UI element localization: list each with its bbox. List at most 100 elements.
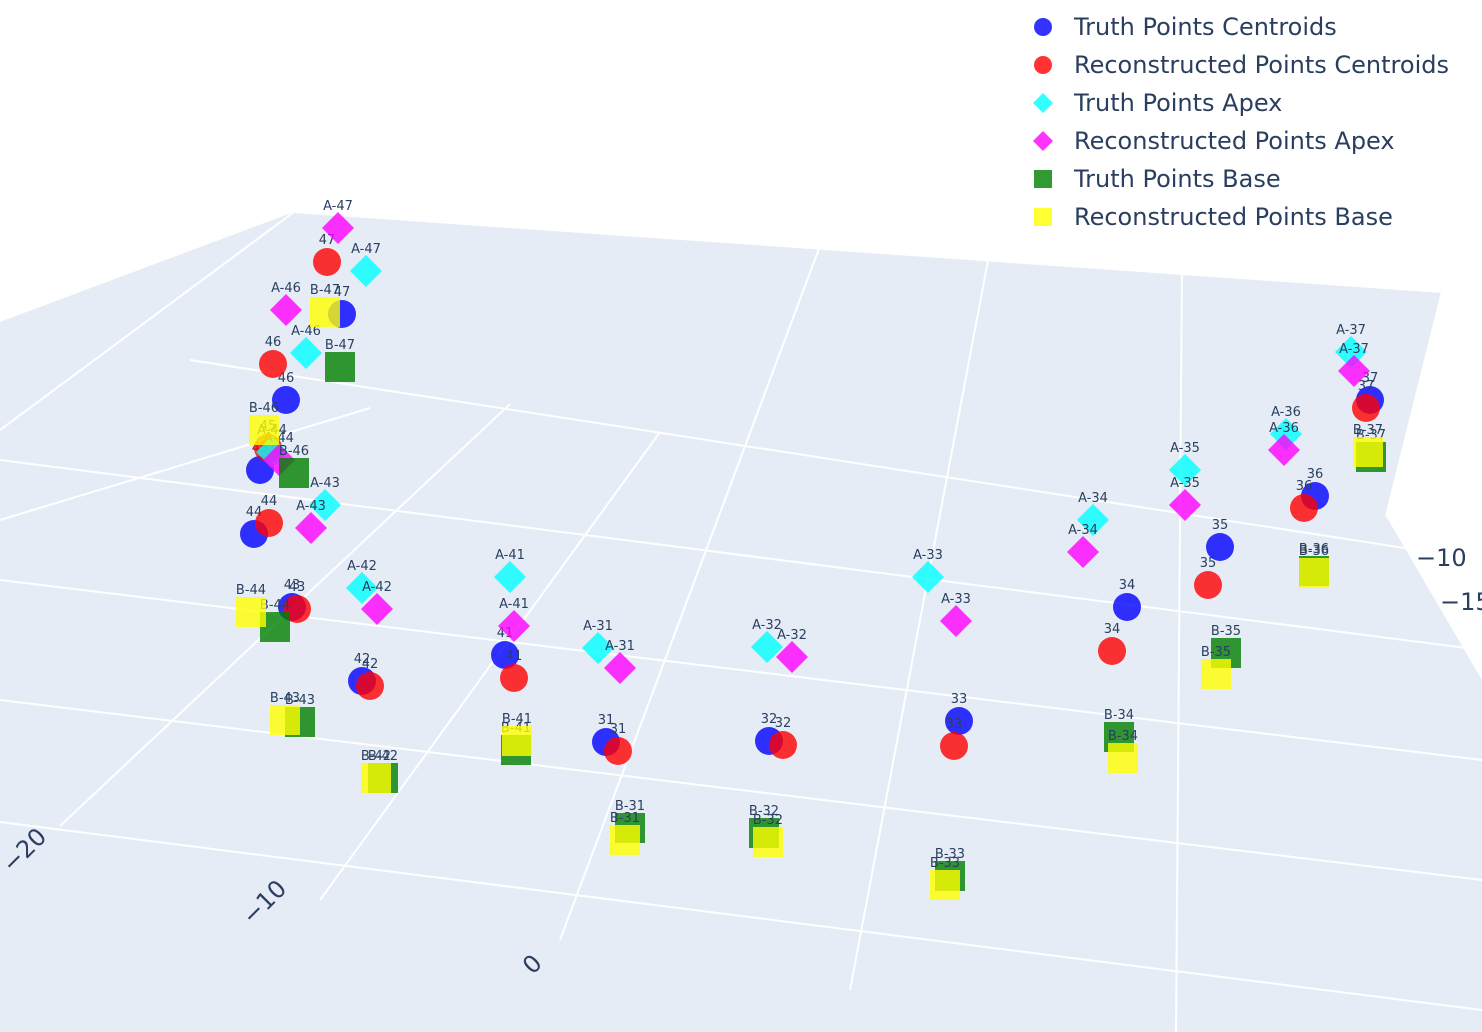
point-diamond[interactable] <box>582 632 614 664</box>
point-circle[interactable] <box>491 641 519 669</box>
point-label: B-32 <box>749 804 779 819</box>
legend-item[interactable]: Truth Points Centroids <box>1018 8 1449 46</box>
floor-panel <box>0 212 1482 1032</box>
grid-line <box>0 459 1482 651</box>
point-circle[interactable] <box>604 737 632 765</box>
point-label: B-41 <box>502 712 532 727</box>
point-label: B-34 <box>1104 708 1134 723</box>
series-6: B-47 B-46 B-44 B-43 B-42 B-41 B-31 B-32 B-33 B-34… <box>236 283 1383 900</box>
point-diamond[interactable] <box>346 572 378 604</box>
point-diamond[interactable] <box>498 610 530 642</box>
point-label: A-43 <box>310 476 340 491</box>
legend-square-icon <box>1018 168 1068 190</box>
point-diamond[interactable] <box>350 255 382 287</box>
point-square[interactable] <box>753 827 783 857</box>
point-diamond[interactable] <box>309 489 341 521</box>
point-square[interactable] <box>502 726 532 756</box>
point-diamond[interactable] <box>295 512 327 544</box>
point-label: 36 <box>1307 467 1324 482</box>
point-circle[interactable] <box>1098 637 1126 665</box>
point-square[interactable] <box>1201 659 1231 689</box>
point-circle[interactable] <box>1194 571 1222 599</box>
grid-line <box>849 249 991 991</box>
point-circle[interactable] <box>1290 494 1318 522</box>
point-label: 34 <box>1119 578 1136 593</box>
point-circle[interactable] <box>1352 394 1380 422</box>
point-diamond[interactable] <box>494 561 526 593</box>
point-square[interactable] <box>279 458 309 488</box>
point-diamond[interactable] <box>751 631 783 663</box>
legend-label: Truth Points Centroids <box>1074 13 1337 41</box>
point-diamond[interactable] <box>1169 454 1201 486</box>
point-label: A-33 <box>941 592 971 607</box>
point-circle[interactable] <box>500 664 528 692</box>
point-label: B-33 <box>935 847 965 862</box>
legend-item[interactable]: Reconstructed Points Apex <box>1018 122 1449 160</box>
point-label: A-35 <box>1170 476 1200 491</box>
point-label: B-31 <box>610 811 640 826</box>
point-circle[interactable] <box>255 509 283 537</box>
point-label: 47 <box>334 285 351 300</box>
point-diamond[interactable] <box>1067 536 1099 568</box>
point-diamond[interactable] <box>290 337 322 369</box>
point-square[interactable] <box>610 825 640 855</box>
legend-item[interactable]: Truth Points Base <box>1018 160 1449 198</box>
point-diamond[interactable] <box>1077 504 1109 536</box>
point-label: 32 <box>775 716 792 731</box>
point-circle[interactable] <box>313 248 341 276</box>
point-label: B-44 <box>260 598 290 613</box>
point-square[interactable] <box>236 597 266 627</box>
point-circle[interactable] <box>272 386 300 414</box>
point-square[interactable] <box>310 297 340 327</box>
legend-diamond-icon <box>1018 130 1068 152</box>
legend-item[interactable]: Reconstructed Points Centroids <box>1018 46 1449 84</box>
point-diamond[interactable] <box>361 593 393 625</box>
point-circle[interactable] <box>945 707 973 735</box>
series-2: 4746454443424131323334353637 <box>254 233 1380 765</box>
point-label: B-32 <box>753 813 783 828</box>
legend-label: Truth Points Apex <box>1074 89 1283 117</box>
data-points[interactable]: 4746454443424131323334353637474645444342… <box>236 199 1386 900</box>
point-label: B-31 <box>615 799 645 814</box>
legend-label: Reconstructed Points Apex <box>1074 127 1395 155</box>
point-diamond[interactable] <box>270 294 302 326</box>
grid-line <box>189 359 1482 561</box>
point-label: B-34 <box>1108 729 1138 744</box>
point-circle[interactable] <box>1113 593 1141 621</box>
point-label: A-34 <box>1078 491 1108 506</box>
legend-item[interactable]: Truth Points Apex <box>1018 84 1449 122</box>
point-label: B-46 <box>279 444 309 459</box>
point-circle[interactable] <box>356 672 384 700</box>
point-label: A-41 <box>499 597 529 612</box>
point-diamond[interactable] <box>604 652 636 684</box>
point-square[interactable] <box>930 870 960 900</box>
point-diamond[interactable] <box>1268 434 1300 466</box>
point-circle[interactable] <box>259 350 287 378</box>
legend[interactable]: Truth Points Centroids Reconstructed Poin… <box>1018 8 1449 236</box>
point-diamond[interactable] <box>940 605 972 637</box>
point-label: 31 <box>610 722 627 737</box>
point-diamond[interactable] <box>1169 489 1201 521</box>
point-circle[interactable] <box>769 731 797 759</box>
scene-background <box>0 212 1482 1032</box>
point-diamond[interactable] <box>776 641 808 673</box>
point-circle[interactable] <box>940 732 968 760</box>
point-square[interactable] <box>325 352 355 382</box>
point-square[interactable] <box>1108 743 1138 773</box>
point-square[interactable] <box>1353 437 1383 467</box>
point-square[interactable] <box>270 705 300 735</box>
point-diamond[interactable] <box>322 212 354 244</box>
point-circle[interactable] <box>1206 533 1234 561</box>
point-square[interactable] <box>249 415 279 445</box>
point-label: 34 <box>1104 622 1121 637</box>
point-square[interactable] <box>1299 558 1329 588</box>
point-square[interactable] <box>361 763 391 793</box>
point-diamond[interactable] <box>1338 355 1370 387</box>
point-label: B-43 <box>285 693 315 708</box>
point-label: A-35 <box>1170 441 1200 456</box>
legend-diamond-icon <box>1018 92 1068 114</box>
point-diamond[interactable] <box>912 561 944 593</box>
point-label: B-44 <box>236 583 266 598</box>
legend-item[interactable]: Reconstructed Points Base <box>1018 198 1449 236</box>
